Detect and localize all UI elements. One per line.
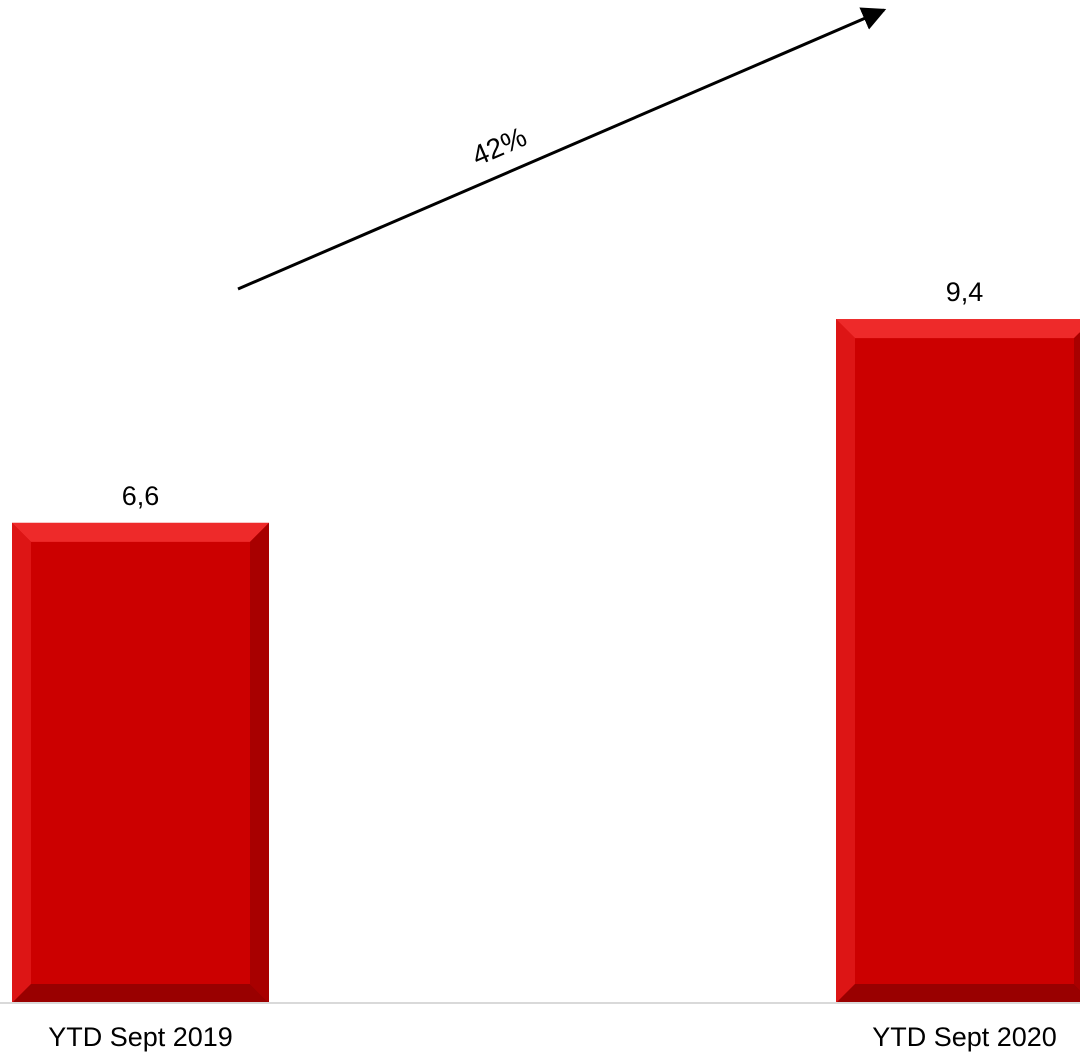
growth-arrow <box>237 7 887 291</box>
bars-group <box>12 319 1080 1003</box>
bar-face <box>836 319 1080 1003</box>
bar-bevel-right <box>1074 332 1080 990</box>
bar-2 <box>836 319 1080 1003</box>
bar-bevel-top <box>12 522 269 542</box>
bar-face <box>12 522 269 1003</box>
growth-label: 42% <box>467 121 531 172</box>
bar-1 <box>12 522 269 1003</box>
x-tick-label-2: YTD Sept 2020 <box>872 1022 1057 1052</box>
data-label-2: 9,4 <box>946 277 984 307</box>
bar-bevel-bottom <box>836 984 1080 1003</box>
x-tick-label-1: YTD Sept 2019 <box>48 1022 233 1052</box>
data-label-1: 6,6 <box>122 481 160 511</box>
growth-annotation: 42% <box>237 7 887 291</box>
bar-bevel-right <box>250 522 269 1003</box>
bar-bevel-bottom <box>12 984 269 1003</box>
labels-group: 6,6 YTD Sept 2019 9,4 YTD Sept 2020 <box>48 277 1057 1052</box>
bar-bevel-top <box>836 319 1080 339</box>
bar-bevel-left <box>12 522 31 1003</box>
bar-bevel-left <box>836 319 855 1003</box>
